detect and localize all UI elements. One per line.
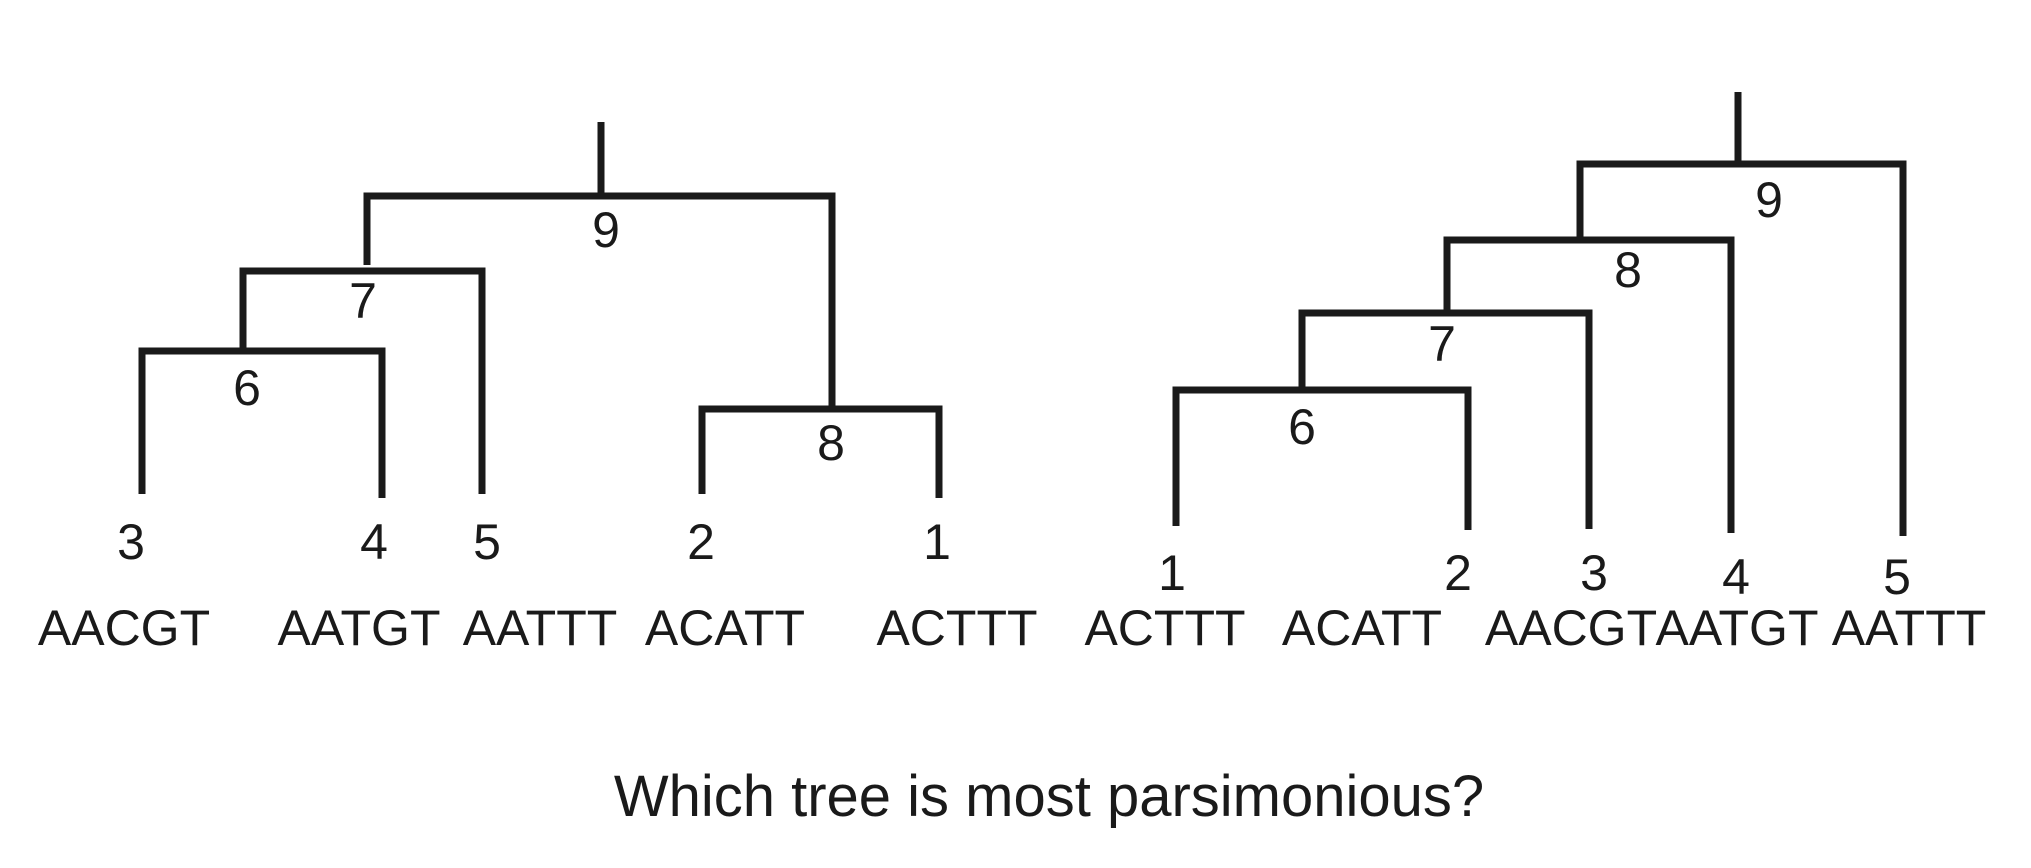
tree-1-leaf-3-number: 5 (473, 514, 501, 570)
tree-1-node-9-bracket (363, 192, 836, 406)
tree-2-node-9-bracket (1576, 160, 1907, 536)
tree-2-leaf-1-number: 1 (1158, 545, 1186, 601)
tree-1-node-6-bracket (138, 347, 386, 498)
tree-1-leaf-5-sequence: ACTTT (876, 600, 1037, 656)
tree-2-node-8-bracket (1443, 236, 1735, 533)
tree-1-node-9-label: 9 (592, 202, 620, 258)
tree-1-leaf-1-sequence: AACGT (38, 600, 210, 656)
tree-1-node-6-label: 6 (233, 360, 261, 416)
tree-2-leaf-3-number: 3 (1580, 545, 1608, 601)
tree-2: 9 8 7 6 1 2 3 4 5 ACTTT ACATT AACGT AATG… (1084, 92, 1986, 656)
tree-1-leaf-4-sequence: ACATT (645, 600, 805, 656)
tree-2-node-7-bracket (1298, 309, 1593, 529)
tree-1-leaf-2-number: 4 (360, 514, 388, 570)
tree-2-leaf-2-sequence: ACATT (1282, 600, 1442, 656)
tree-2-leaf-5-number: 5 (1883, 549, 1911, 605)
tree-2-node-6-label: 6 (1288, 399, 1316, 455)
tree-1-leaf-5-number: 1 (923, 514, 951, 570)
tree-2-leaf-3-sequence: AACGT (1485, 600, 1657, 656)
tree-2-node-9-label: 9 (1755, 172, 1783, 228)
question-caption: Which tree is most parsimonious? (614, 764, 1484, 829)
tree-2-node-8-label: 8 (1614, 242, 1642, 298)
tree-2-node-6-bracket (1172, 386, 1472, 530)
tree-1-node-8-label: 8 (817, 415, 845, 471)
tree-2-leaf-1-sequence: ACTTT (1084, 600, 1245, 656)
tree-1-leaf-3-sequence: AATTT (463, 600, 618, 656)
tree-1-leaf-1-number: 3 (117, 514, 145, 570)
tree-1-leaf-4-number: 2 (687, 514, 715, 570)
tree-1-node-7-label: 7 (349, 273, 377, 329)
tree-2-node-7-label: 7 (1428, 316, 1456, 372)
tree-2-leaf-2-number: 2 (1444, 545, 1472, 601)
tree-1: 9 7 6 8 3 4 5 2 1 AACGT AATGT AATTT ACAT… (38, 122, 1038, 656)
tree-2-leaf-4-sequence: AATGT (1656, 600, 1819, 656)
tree-1-node-8-bracket (698, 405, 943, 498)
tree-1-leaf-2-sequence: AATGT (278, 600, 441, 656)
tree-1-node-7-bracket (239, 267, 486, 494)
tree-2-leaf-5-sequence: AATTT (1832, 600, 1987, 656)
tree-2-leaf-4-number: 4 (1722, 549, 1750, 605)
